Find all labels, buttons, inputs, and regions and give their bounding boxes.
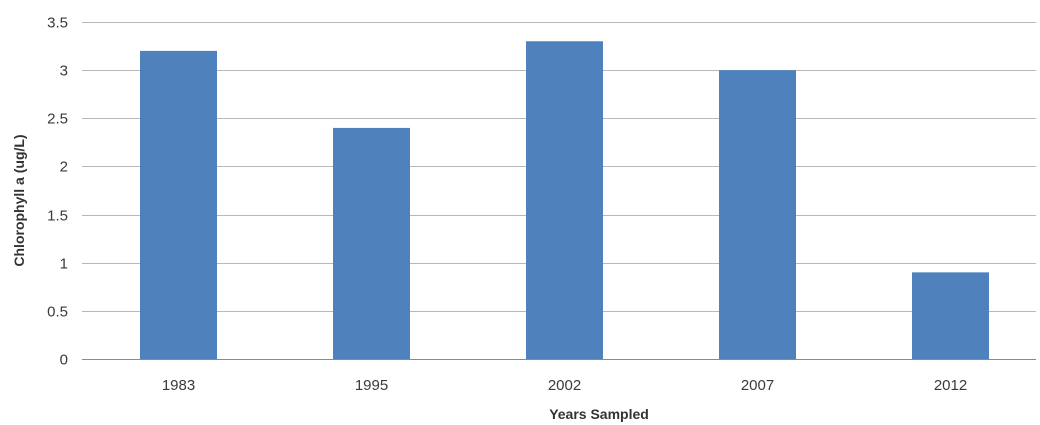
bars [140,41,989,360]
x-tick-label: 2002 [548,377,581,394]
y-tick-label: 2.5 [47,111,68,128]
bar-1983 [140,50,217,360]
y-axis-title: Chlorophyll a (ug/L) [11,134,27,266]
bar-2002 [526,41,603,359]
bar-2007 [719,70,796,360]
y-tick-label: 3 [60,63,68,80]
y-axis-ticks: 0 0.5 1 1.5 2 2.5 3 3.5 [47,15,68,369]
bar-1995 [333,127,410,360]
x-axis-ticks: 1983 1995 2002 2007 2012 [162,377,967,394]
y-tick-label: 2 [60,159,68,176]
x-tick-label: 1983 [162,377,195,394]
y-tick-label: 3.5 [47,15,68,32]
y-tick-label: 1 [60,256,68,273]
y-tick-label: 1.5 [47,208,68,225]
x-tick-label: 2007 [741,377,774,394]
y-tick-label: 0 [60,352,68,369]
x-tick-label: 1995 [355,377,388,394]
x-axis-title: Years Sampled [549,406,649,422]
bar-2012 [912,272,989,359]
y-tick-label: 0.5 [47,304,68,321]
x-tick-label: 2012 [934,377,967,394]
